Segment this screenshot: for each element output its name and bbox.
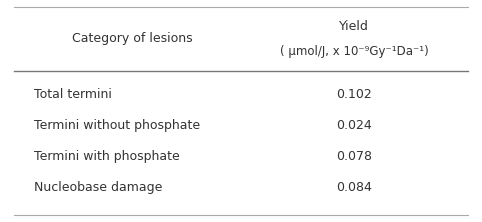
Text: Nucleobase damage: Nucleobase damage (34, 181, 162, 194)
Text: Total termini: Total termini (34, 88, 112, 101)
Text: 0.024: 0.024 (336, 119, 372, 132)
Text: Yield: Yield (339, 20, 369, 33)
Text: Category of lesions: Category of lesions (72, 32, 193, 45)
Text: ( μmol/J, x 10⁻⁹Gy⁻¹Da⁻¹): ( μmol/J, x 10⁻⁹Gy⁻¹Da⁻¹) (280, 45, 428, 57)
Text: 0.084: 0.084 (336, 181, 372, 194)
Text: Termini without phosphate: Termini without phosphate (34, 119, 200, 132)
Text: 0.078: 0.078 (336, 150, 372, 163)
Text: Termini with phosphate: Termini with phosphate (34, 150, 179, 163)
Text: 0.102: 0.102 (336, 88, 372, 101)
